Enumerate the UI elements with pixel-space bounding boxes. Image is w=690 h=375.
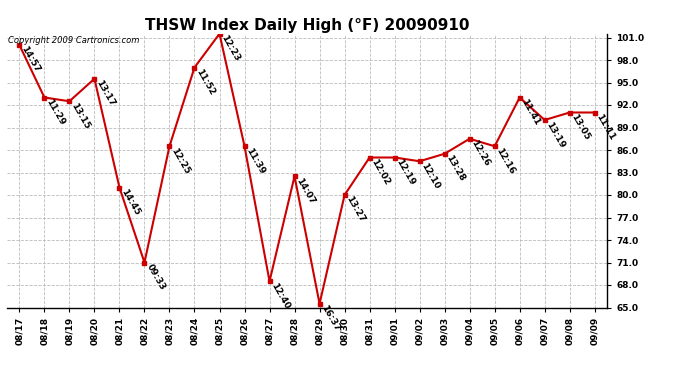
Text: 12:19: 12:19 xyxy=(395,158,417,187)
Text: 16:37: 16:37 xyxy=(319,304,342,333)
Text: 11:11: 11:11 xyxy=(595,112,617,142)
Text: 12:10: 12:10 xyxy=(420,161,442,190)
Text: 13:15: 13:15 xyxy=(70,101,92,130)
Text: 11:29: 11:29 xyxy=(44,98,67,127)
Text: 12:25: 12:25 xyxy=(170,146,192,176)
Text: 12:16: 12:16 xyxy=(495,146,517,176)
Text: 13:19: 13:19 xyxy=(544,120,567,149)
Text: 13:28: 13:28 xyxy=(444,154,466,183)
Text: 13:17: 13:17 xyxy=(95,79,117,108)
Text: 12:23: 12:23 xyxy=(219,34,242,63)
Text: 12:40: 12:40 xyxy=(270,281,292,310)
Text: 12:02: 12:02 xyxy=(370,158,392,187)
Text: 11:39: 11:39 xyxy=(244,146,267,176)
Text: 12:26: 12:26 xyxy=(470,139,492,168)
Text: 14:45: 14:45 xyxy=(119,188,141,217)
Text: 09:33: 09:33 xyxy=(144,262,166,292)
Text: 11:52: 11:52 xyxy=(195,68,217,97)
Title: THSW Index Daily High (°F) 20090910: THSW Index Daily High (°F) 20090910 xyxy=(145,18,469,33)
Text: 13:27: 13:27 xyxy=(344,195,367,224)
Text: 11:41: 11:41 xyxy=(520,98,542,127)
Text: 14:07: 14:07 xyxy=(295,176,317,206)
Text: Copyright 2009 Cartronics.com: Copyright 2009 Cartronics.com xyxy=(8,36,139,45)
Text: 13:05: 13:05 xyxy=(570,112,592,142)
Text: 14:57: 14:57 xyxy=(19,45,41,75)
